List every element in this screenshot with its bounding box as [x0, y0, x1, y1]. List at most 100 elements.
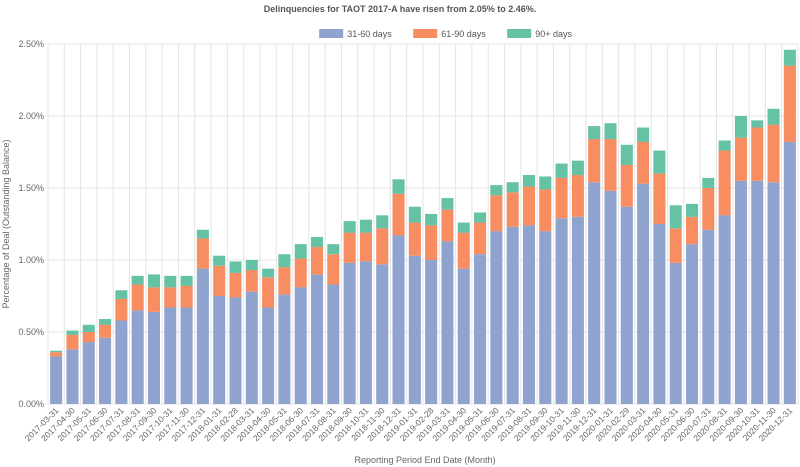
- bar-segment: [702, 188, 715, 230]
- bar-segment: [359, 261, 372, 404]
- bar-segment: [702, 177, 715, 188]
- bar-segment: [653, 224, 666, 404]
- bar-segment: [734, 137, 747, 181]
- bar-segment: [539, 189, 552, 232]
- bar-segment: [66, 349, 79, 404]
- bar-segment: [425, 213, 438, 226]
- bar-segment: [490, 231, 503, 404]
- bar-segment: [359, 219, 372, 233]
- bar-segment: [522, 186, 536, 226]
- bar-segment: [213, 255, 226, 266]
- bar-segment: [637, 183, 650, 404]
- bar-segment: [196, 268, 209, 404]
- bar-segment: [376, 228, 389, 265]
- bar-segment: [82, 332, 95, 343]
- bar-segment: [147, 287, 161, 312]
- bar-segment: [571, 175, 584, 217]
- y-axis-title: Percentage of Deal (Outstanding Balance): [1, 139, 11, 308]
- bar-segment: [66, 330, 79, 335]
- bar-segment: [457, 232, 470, 269]
- legend-swatch: [413, 29, 438, 38]
- chart-title: Delinquencies for TAOT 2017-A have risen…: [264, 4, 537, 14]
- bar-segment: [604, 123, 617, 140]
- bar-segment: [343, 262, 356, 404]
- bar-segment: [196, 238, 209, 269]
- bar-segment: [669, 205, 682, 229]
- bar-segment: [425, 260, 438, 404]
- bar-segment: [164, 275, 177, 288]
- bar-segment: [115, 290, 128, 299]
- bar-segment: [539, 231, 552, 404]
- bar-segment: [522, 175, 536, 187]
- bar-segment: [376, 264, 389, 404]
- bar-segment: [310, 274, 324, 404]
- bar-segment: [506, 182, 519, 193]
- bar-segment: [262, 277, 275, 308]
- bar-segment: [229, 272, 242, 298]
- bar-segment: [669, 262, 682, 404]
- bar-segment: [734, 180, 747, 404]
- bar-segment: [50, 352, 63, 357]
- bar-segment: [767, 124, 780, 183]
- bar-segment: [604, 139, 617, 191]
- bar-segment: [245, 291, 258, 404]
- bar-segment: [783, 141, 796, 405]
- bar-segment: [588, 126, 601, 140]
- bar-segment: [213, 265, 226, 296]
- bar-segment: [196, 229, 209, 239]
- bar-segment: [637, 127, 650, 142]
- bar-segment: [327, 254, 340, 285]
- bar-segment: [66, 334, 79, 350]
- bar-segment: [653, 150, 666, 174]
- bar-segment: [408, 255, 421, 404]
- legend-swatch: [319, 29, 344, 38]
- bar-segment: [294, 287, 307, 404]
- bar-segment: [262, 268, 275, 278]
- bar-segment: [490, 195, 503, 232]
- bar-segment: [685, 216, 699, 245]
- bar-segment: [408, 222, 421, 256]
- bar-segment: [359, 232, 372, 262]
- bar-segment: [147, 274, 161, 288]
- bar-segment: [164, 307, 177, 404]
- bar-segment: [99, 319, 112, 325]
- bar-segment: [392, 193, 405, 236]
- bar-segment: [767, 108, 780, 125]
- bar-segment: [604, 190, 617, 404]
- bar-segment: [441, 198, 454, 210]
- bar-segment: [588, 182, 601, 404]
- bar-segment: [588, 139, 601, 183]
- bar-segment: [474, 254, 487, 404]
- bar-segment: [685, 203, 699, 217]
- bar-segment: [620, 144, 633, 165]
- bar-segment: [783, 65, 796, 142]
- y-tick-label: 0.50%: [18, 327, 44, 337]
- bar-segment: [392, 179, 405, 194]
- bar-segment: [457, 222, 470, 233]
- grid: [47, 43, 799, 405]
- bar-segment: [620, 164, 633, 207]
- bar-segment: [327, 244, 340, 255]
- bar-segment: [278, 294, 291, 404]
- bar-segment: [245, 260, 258, 271]
- y-tick-label: 2.00%: [18, 111, 44, 121]
- bar-segment: [278, 254, 291, 268]
- bar-segment: [310, 247, 324, 275]
- bar-segment: [474, 222, 487, 255]
- bar-segment: [555, 177, 568, 219]
- bar-segment: [441, 241, 454, 404]
- bar-segment: [555, 218, 568, 404]
- bar-segment: [147, 311, 161, 404]
- bar-segment: [783, 49, 796, 66]
- legend-label: 31-60 days: [347, 29, 392, 39]
- bar-segment: [392, 235, 405, 404]
- bars: [50, 49, 796, 405]
- x-axis: 2017-03-312017-04-302017-05-312017-06-30…: [23, 405, 795, 443]
- legend-label: 90+ days: [535, 29, 572, 39]
- bar-segment: [327, 284, 340, 404]
- legend: 31-60 days 61-90 days 90+ days: [319, 29, 572, 39]
- bar-segment: [294, 244, 307, 259]
- bar-segment: [278, 267, 291, 295]
- bar-segment: [229, 261, 242, 273]
- bar-segment: [620, 206, 633, 404]
